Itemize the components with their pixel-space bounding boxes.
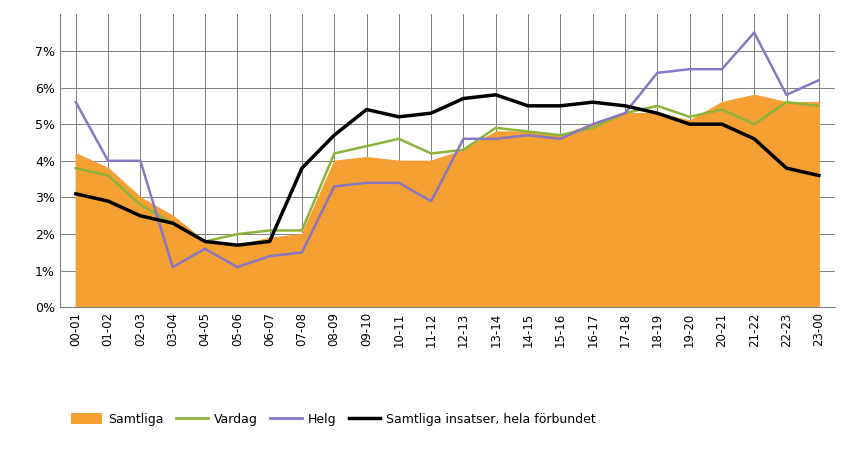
Legend: Samtliga, Vardag, Helg, Samtliga insatser, hela förbundet: Samtliga, Vardag, Helg, Samtliga insatse… xyxy=(66,408,602,430)
